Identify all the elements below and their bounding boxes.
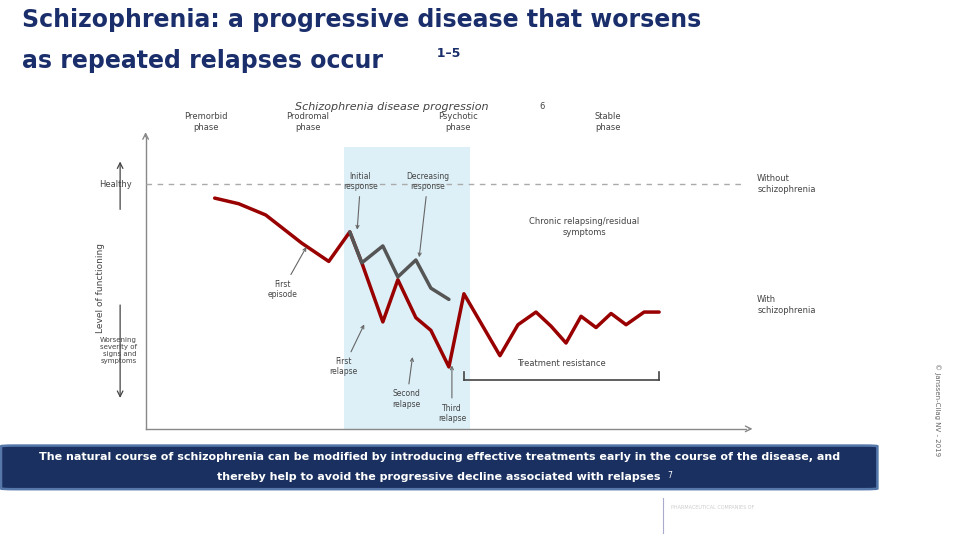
Text: First
relapse: First relapse	[329, 326, 364, 376]
Text: Third
relapse: Third relapse	[438, 367, 466, 423]
Text: Second
relapse: Second relapse	[393, 358, 421, 409]
FancyBboxPatch shape	[1, 446, 877, 489]
Text: Initial
response: Initial response	[344, 172, 378, 228]
Text: Schizophrenia: a progressive disease that worsens: Schizophrenia: a progressive disease tha…	[22, 8, 701, 32]
Text: Schizophrenia disease progression: Schizophrenia disease progression	[295, 102, 488, 112]
Text: Health Care Co, 2011; 7. Stahl SM. CNS Spectr 2014; 19: 3–5.: Health Care Co, 2011; 7. Stahl SM. CNS S…	[15, 529, 185, 534]
Bar	[344, 147, 470, 429]
Text: Without
schizophrenia: Without schizophrenia	[757, 174, 816, 194]
Text: Prodromal
phase: Prodromal phase	[286, 112, 329, 132]
Text: PHARMACEUTICAL COMPANIES OF: PHARMACEUTICAL COMPANIES OF	[671, 505, 755, 510]
Text: Johnson·Johnson: Johnson·Johnson	[669, 516, 763, 526]
Text: Timeline: Timeline	[425, 451, 467, 461]
Text: Premorbid
phase: Premorbid phase	[184, 112, 228, 132]
Text: 11: 11	[822, 508, 843, 523]
Text: Level of functioning: Level of functioning	[96, 243, 105, 333]
Text: The natural course of schizophrenia can be modified by introducing effective tre: The natural course of schizophrenia can …	[38, 453, 840, 462]
Text: 1. Tandon R et al. Schizophr Res 2009; 110(1–3): 1–23; 2. Cahn W et al. Eur Neur: 1. Tandon R et al. Schizophr Res 2009; 1…	[15, 501, 413, 506]
Text: as repeated relapses occur: as repeated relapses occur	[22, 49, 383, 72]
Text: 121; 6. Nasrallah HA & Smelitzer DJ. Contemporary diagnosis and management of th: 121; 6. Nasrallah HA & Smelitzer DJ. Con…	[15, 519, 436, 525]
Text: janssen: janssen	[560, 501, 641, 519]
Text: Chronic relapsing/residual
symptoms: Chronic relapsing/residual symptoms	[529, 218, 639, 238]
Text: 1–5: 1–5	[428, 46, 461, 59]
Text: Treatment resistance: Treatment resistance	[517, 359, 606, 368]
Text: Psychotic
phase: Psychotic phase	[438, 112, 478, 132]
Text: Figure adapted from Nasrallah & Smelitzer 2011.: Figure adapted from Nasrallah & Smelitze…	[15, 492, 171, 497]
Text: Healthy: Healthy	[99, 179, 132, 188]
Text: Psychiatry 1996; 39: 234–240; 4. Crespo-Facorro B et al. Int Rev Psychiatry 2007: Psychiatry 1996; 39: 234–240; 4. Crespo-…	[15, 510, 428, 516]
Text: 7: 7	[667, 471, 672, 480]
Text: © Janssen-Cilag NV - 2019: © Janssen-Cilag NV - 2019	[934, 363, 941, 456]
Text: Stable
phase: Stable phase	[595, 112, 621, 132]
Text: Worsening
severity of
signs and
symptoms: Worsening severity of signs and symptoms	[100, 336, 136, 363]
Text: With
schizophrenia: With schizophrenia	[757, 295, 816, 315]
Text: Decreasing
response: Decreasing response	[406, 172, 449, 256]
Text: First
episode: First episode	[268, 248, 306, 299]
Text: thereby help to avoid the progressive decline associated with relapses: thereby help to avoid the progressive de…	[218, 472, 660, 482]
Text: 6: 6	[540, 102, 545, 111]
